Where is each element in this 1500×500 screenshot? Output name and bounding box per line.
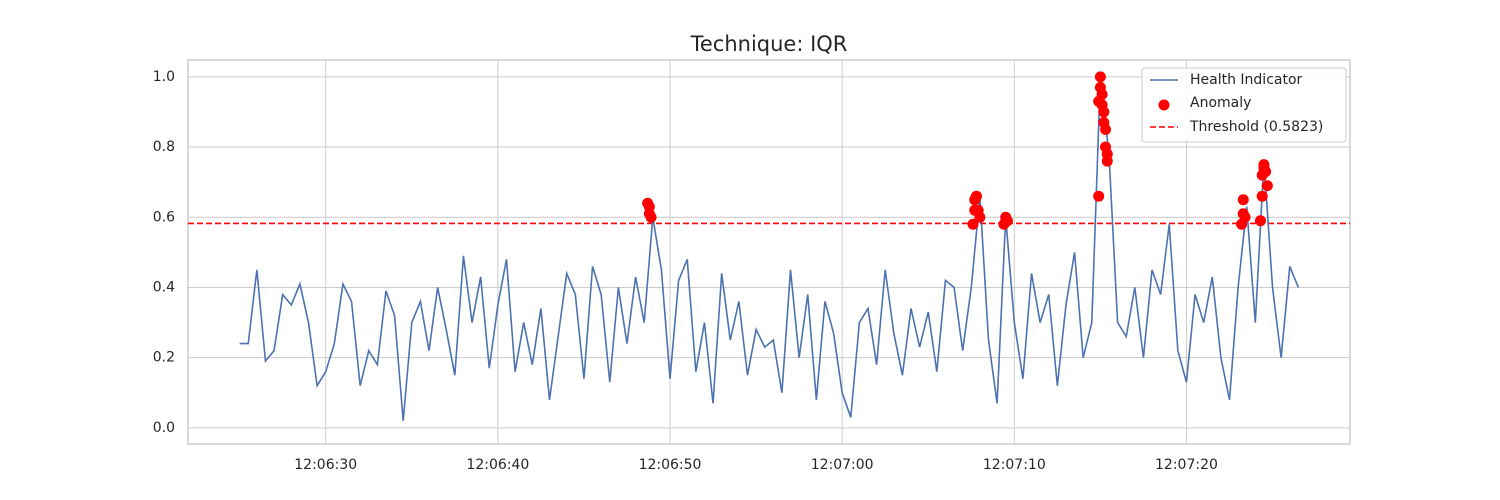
y-tick-label: 0.8 [153, 139, 175, 155]
y-tick-label: 0.2 [153, 350, 175, 366]
y-tick-label: 0.0 [153, 420, 175, 436]
anomaly-point [645, 211, 657, 223]
y-tick-label: 0.6 [153, 209, 175, 225]
anomaly-point [1094, 71, 1106, 83]
x-tick-label: 12:07:20 [1155, 457, 1218, 473]
anomaly-point [1101, 155, 1113, 167]
x-tick-label: 12:06:30 [294, 457, 357, 473]
legend-label: Anomaly [1190, 95, 1251, 111]
legend: Health Indicator Anomaly Threshold (0.5823… [1141, 67, 1347, 143]
plot-frame [187, 59, 1351, 445]
anomaly-point [970, 190, 982, 202]
health-line [239, 76, 1300, 421]
anomaly-point [1093, 190, 1105, 202]
legend-box [1141, 67, 1347, 143]
anomaly-point [1261, 180, 1273, 192]
anomaly-point [1237, 194, 1249, 206]
anomaly-point [967, 218, 979, 230]
anomaly-point [1001, 215, 1013, 227]
legend-swatch [1158, 99, 1170, 111]
legend-label: Threshold (0.5823) [1189, 119, 1323, 135]
y-tick-label: 1.0 [153, 69, 175, 85]
anomaly-point [1098, 106, 1110, 118]
legend-label: Health Indicator [1190, 72, 1303, 88]
x-tick-label: 12:06:40 [466, 457, 529, 473]
x-tick-label: 12:07:00 [811, 457, 874, 473]
anomaly-point [1100, 123, 1112, 135]
y-tick-label: 0.4 [153, 279, 175, 295]
anomaly-point [1256, 190, 1268, 202]
anomaly-point [1260, 166, 1272, 178]
x-tick-label: 12:07:10 [983, 457, 1046, 473]
x-tick-label: 12:06:50 [639, 457, 702, 473]
anomaly-point [1254, 215, 1266, 227]
anomaly-point [974, 211, 986, 223]
anomaly-point [1096, 88, 1108, 100]
chart-title: Technique: IQR [690, 32, 848, 56]
anomaly-point [1239, 211, 1251, 223]
